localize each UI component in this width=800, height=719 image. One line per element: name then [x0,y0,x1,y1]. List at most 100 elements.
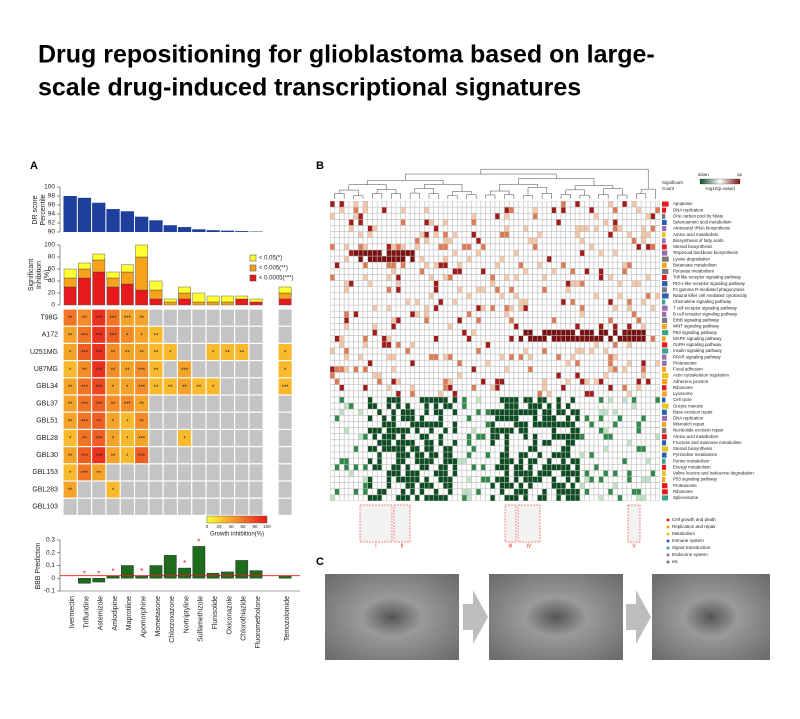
heat-cell [77,464,91,481]
heat-cell [613,250,618,256]
heat-cell [349,366,354,373]
heat-cell [580,317,585,324]
heat-cell [551,354,556,360]
heat-cell [358,335,363,342]
heat-cell [349,421,354,428]
heat-cell [528,280,533,287]
heat-cell [476,268,481,275]
heat-cell [542,256,547,262]
heat-cell [551,378,556,385]
heat-cell [438,238,443,244]
heat-cell [405,329,410,336]
heat-cell [353,354,358,360]
dendrogram [598,194,609,199]
heat-cell [556,250,561,256]
heat-cell [495,452,500,458]
heat-cell [429,452,434,458]
heat-cell [650,219,655,226]
heat-cell [495,397,500,403]
heat-cell [537,231,542,238]
heat-cell [518,207,523,213]
heat-cell [523,213,528,220]
heat-cell [339,384,344,391]
heat-cell [434,489,439,495]
heat-cell [405,299,410,305]
heat-cell [641,464,646,471]
heat-cell [547,231,552,238]
heat-cell [419,213,424,220]
cell-label: ** [125,368,130,374]
heat-cell [608,489,613,495]
heat-cell [514,323,519,330]
count-bar [662,268,669,274]
heat-cell [636,201,641,207]
heat-cell [561,446,566,452]
heat-cell [622,317,627,324]
heat-cell [533,274,538,281]
heat-cell [495,384,500,391]
heat-cell [372,201,377,207]
heat-cell [434,225,439,232]
heat-cell [495,280,500,287]
heat-cell [584,213,589,220]
heat-cell [405,268,410,275]
heat-cell [556,225,561,232]
heat-cell [528,238,533,244]
heat-cell [415,342,420,348]
heat-cell [410,274,415,281]
heat-cell [518,329,523,336]
heat-cell [627,372,632,379]
heat-cell [599,354,604,360]
heat-cell [613,482,618,489]
heat-cell [429,354,434,360]
heat-cell [533,378,538,385]
bar-segment [63,268,77,279]
heat-cell [632,244,637,250]
heat-cell [613,397,618,403]
heat-cell [594,299,599,305]
heat-cell [570,348,575,354]
heat-cell [594,274,599,281]
heat-cell [452,256,457,262]
heat-cell [457,311,462,318]
bar-segment [92,253,106,261]
pathway-label: PPAR signaling pathway [673,354,722,359]
heat-cell [434,366,439,373]
heat-cell [584,403,589,409]
heat-cell [599,280,604,287]
heat-cell [599,366,604,373]
heat-cell [372,244,377,250]
heat-cell [509,207,514,213]
heat-cell [490,280,495,287]
heat-cell [386,207,391,213]
heat-cell [594,293,599,299]
heat-cell [452,446,457,452]
heat-cell [353,397,358,403]
heat-cell [608,391,613,397]
heat-cell [434,384,439,391]
heat-cell [589,293,594,299]
heat-cell [650,280,655,287]
heat-cell [405,403,410,409]
heat-cell [589,207,594,213]
heat-cell [509,323,514,330]
heat-cell [523,329,528,336]
heat-cell [386,213,391,220]
heat-cell [335,354,340,360]
heat-cell [358,495,363,501]
heat-cell [481,305,486,311]
heat-cell [335,311,340,318]
heat-cell [570,470,575,477]
heat-cell [575,409,580,415]
heat-cell [471,256,476,262]
heat-cell [500,201,505,207]
heat-cell [339,268,344,275]
heat-cell [457,372,462,379]
heat-cell [481,201,486,207]
heat-cell [457,476,462,483]
heat-cell [556,219,561,226]
heat-cell [344,403,349,409]
heat-cell [561,372,566,379]
heat-cell [528,323,533,330]
heat-cell [405,415,410,422]
